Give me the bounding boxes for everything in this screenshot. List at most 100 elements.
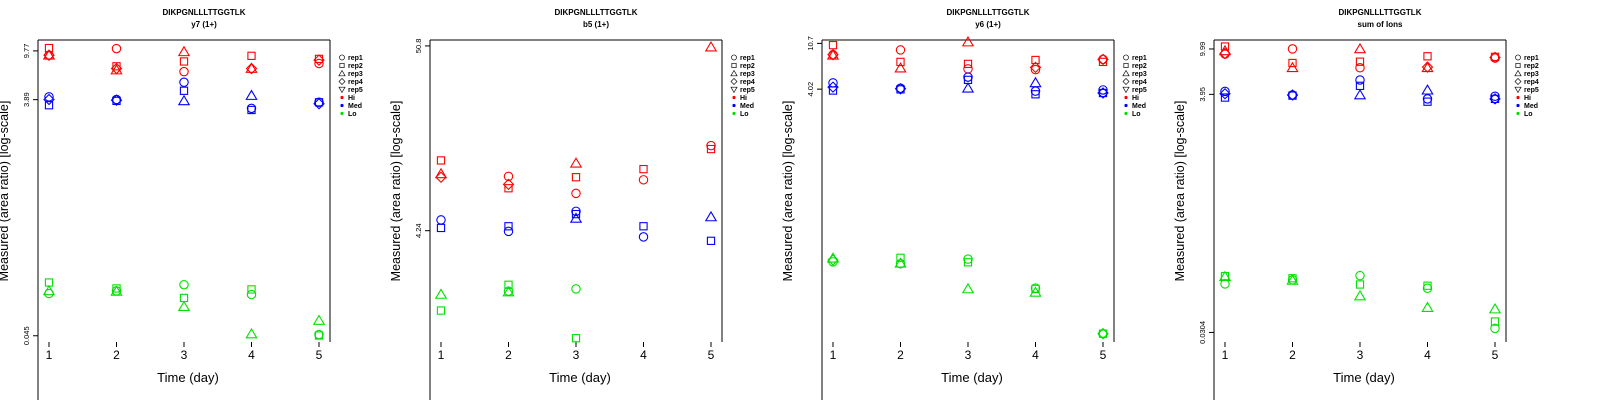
data-point [569, 212, 583, 223]
chart-panel-2: DIKPGNLLLTTGGTLK b5 (1+) 1 2 3 4 5 Time (day) 4.… [389, 8, 755, 400]
data-point [179, 279, 189, 290]
data-point [313, 97, 325, 110]
legend-marker [731, 54, 737, 61]
data-point [569, 157, 583, 168]
data-point [247, 51, 256, 60]
data-point [436, 223, 446, 233]
data-point [1353, 42, 1367, 54]
legend-label: rep5 [1132, 87, 1147, 94]
legend-marker [339, 54, 345, 61]
legend-label: Lo [1132, 111, 1141, 118]
legend-dot [732, 95, 736, 100]
data-point [44, 101, 54, 110]
data-point [571, 209, 581, 219]
legend-label: Med [740, 103, 754, 110]
chart-title: DIKPGNLLLTTGGTLK [555, 8, 638, 17]
legend-label: Lo [348, 111, 357, 118]
data-point [1097, 53, 1109, 66]
data-point [179, 86, 189, 95]
data-point [1098, 57, 1108, 67]
data-point [1421, 84, 1434, 95]
series-lo [434, 280, 581, 343]
data-point [827, 48, 839, 61]
legend-label: Med [1132, 103, 1146, 110]
data-point [1490, 52, 1500, 62]
y-axis-label: Measured (area ratio) [log-scale] [0, 101, 11, 282]
data-point [1029, 61, 1042, 74]
data-point [1489, 51, 1501, 64]
data-point [1490, 317, 1500, 326]
series-hi [1218, 42, 1501, 73]
x-tick-label: 1 [830, 348, 837, 362]
legend-label: Med [348, 103, 362, 110]
legend-dot [340, 111, 344, 116]
legend-label: rep3 [1524, 71, 1539, 78]
legend-label: rep1 [1524, 55, 1539, 62]
data-point [247, 285, 256, 294]
data-point [177, 300, 191, 311]
y-tick-label: 4.02 [806, 82, 815, 97]
data-point [571, 334, 581, 343]
data-point [1218, 270, 1232, 282]
series-hi [434, 41, 718, 199]
data-point [961, 35, 975, 47]
data-point [1421, 301, 1434, 312]
data-point [245, 62, 258, 75]
data-point [1421, 61, 1434, 73]
data-point [1355, 270, 1365, 281]
series-med [1219, 75, 1501, 106]
data-point [1286, 274, 1299, 285]
legend-marker [1123, 54, 1129, 61]
data-point [1030, 64, 1041, 75]
legend-label: Lo [740, 111, 749, 118]
data-point [1288, 58, 1297, 68]
chart-subtitle: y6 (1+) [975, 20, 1001, 29]
legend-label: rep4 [1524, 79, 1539, 86]
y-tick-label: 50.8 [414, 39, 423, 54]
data-point [503, 171, 514, 182]
data-point [896, 57, 905, 67]
data-point [1422, 283, 1433, 294]
data-point [1029, 76, 1042, 88]
data-point [1421, 61, 1434, 73]
legend-marker [339, 63, 345, 68]
chart-title: DIKPGNLLLTTGGTLK [947, 8, 1030, 17]
series-lo [1218, 270, 1502, 334]
data-point [1490, 94, 1500, 104]
x-tick-label: 4 [248, 348, 255, 362]
data-point [245, 89, 258, 100]
x-tick-label: 2 [113, 348, 120, 362]
data-point [1287, 44, 1298, 54]
data-point [1097, 327, 1109, 340]
legend-marker [730, 78, 738, 85]
data-point [44, 43, 54, 53]
data-point [110, 94, 123, 106]
legend-label: rep2 [348, 63, 363, 70]
data-point [1219, 87, 1231, 100]
data-point [1031, 55, 1040, 65]
legend-dot [1124, 103, 1128, 108]
data-point [42, 284, 56, 296]
data-point [177, 45, 191, 57]
legend-label: rep2 [740, 63, 755, 70]
data-point [706, 236, 716, 245]
data-point [502, 178, 515, 191]
data-point [436, 156, 446, 165]
legend-marker [730, 86, 738, 94]
x-tick-label: 1 [438, 348, 445, 362]
data-point [706, 140, 716, 151]
y-tick-label: 4.24 [414, 223, 423, 238]
x-tick-label: 3 [965, 348, 972, 362]
x-tick-label: 3 [573, 348, 580, 362]
legend-label: rep1 [740, 55, 755, 62]
data-point [1098, 54, 1108, 65]
y-tick-label: 0.045 [22, 326, 31, 345]
series-lo [42, 278, 326, 340]
data-point [1353, 88, 1367, 100]
legend-label: Med [1524, 103, 1538, 110]
data-point [894, 62, 907, 73]
data-point [639, 222, 648, 231]
data-point [1031, 90, 1040, 99]
y-tick-label: 3.95 [1198, 87, 1207, 102]
